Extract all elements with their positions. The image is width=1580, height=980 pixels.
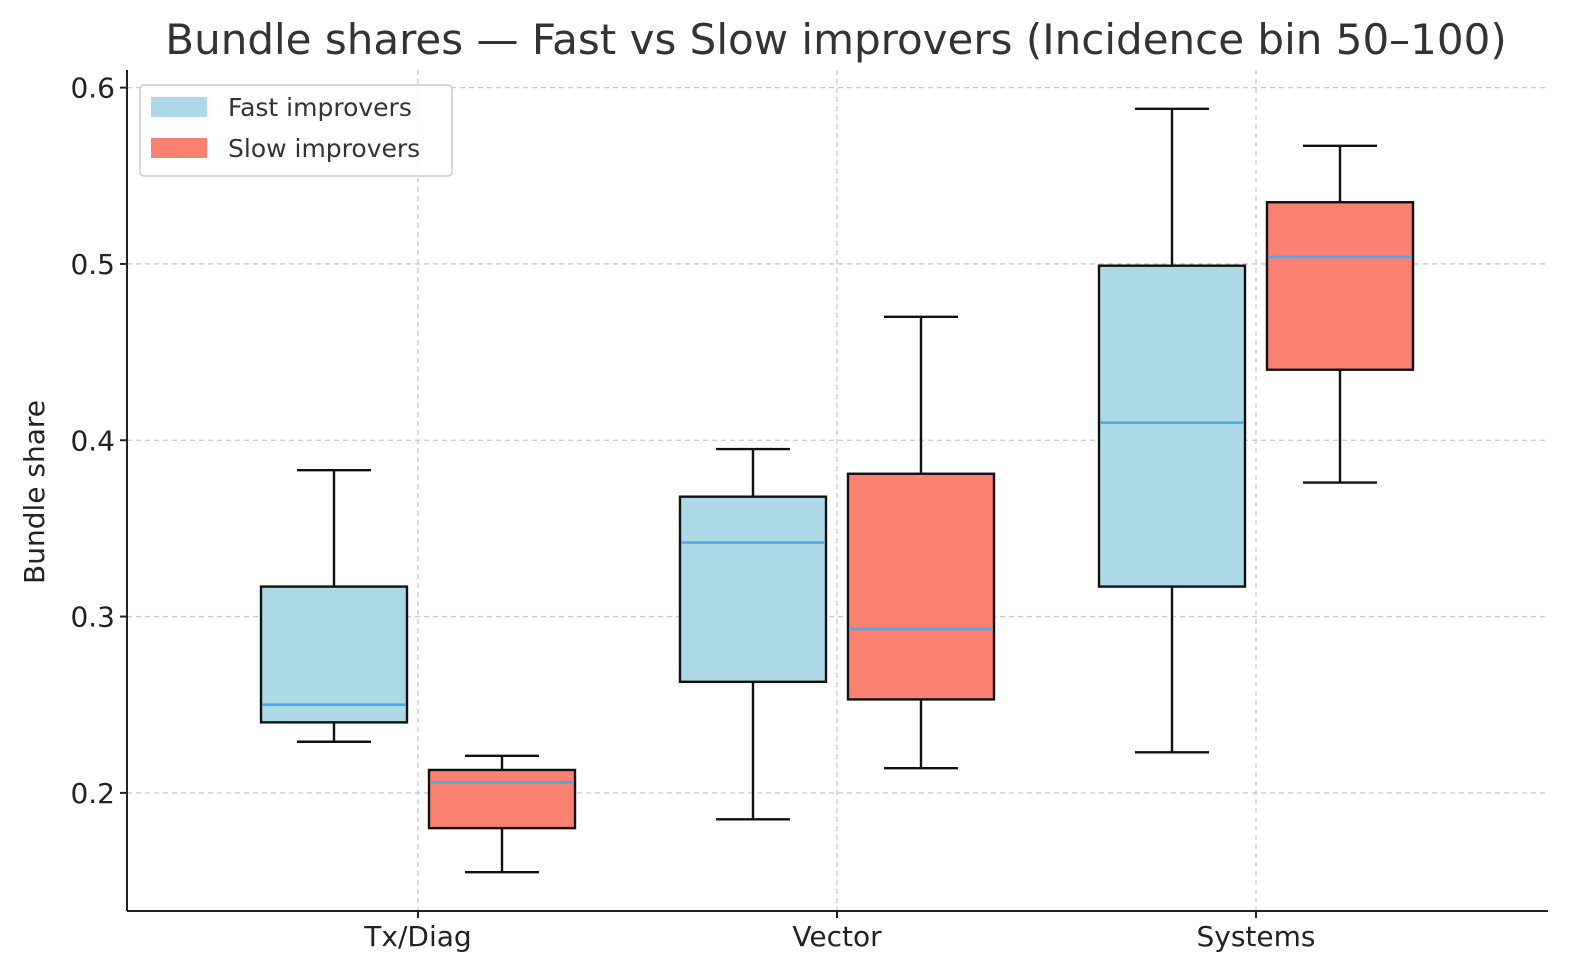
iqr-box — [259, 585, 409, 724]
iqr-box — [846, 472, 996, 701]
chart-title: Bundle shares — Fast vs Slow improvers (… — [165, 15, 1506, 64]
iqr-box — [427, 768, 577, 830]
legend-frame — [139, 84, 453, 177]
y-tick-label: 0.2 — [70, 777, 115, 810]
box-fast-improvers — [678, 447, 828, 821]
iqr-box — [1097, 264, 1247, 588]
x-tick-label: Systems — [1197, 920, 1316, 953]
y-axis-label: Bundle share — [18, 400, 51, 584]
legend-swatch — [151, 138, 207, 158]
legend-label: Fast improvers — [228, 93, 412, 122]
box-fast-improvers — [259, 469, 409, 743]
box-slow-improvers — [427, 754, 577, 874]
legend: Fast improvers Slow improvers — [139, 84, 453, 177]
box-groups — [259, 107, 1415, 874]
y-tick-label: 0.3 — [70, 601, 115, 634]
y-tick-label: 0.6 — [70, 72, 115, 105]
legend-swatch — [151, 97, 207, 117]
x-tick-label: Tx/Diag — [363, 920, 471, 953]
box-slow-improvers — [1265, 144, 1415, 484]
x-tick-label: Vector — [792, 920, 882, 953]
iqr-box — [678, 495, 828, 683]
box-fast-improvers — [1097, 107, 1247, 754]
iqr-box — [1265, 201, 1415, 371]
box-slow-improvers — [846, 315, 996, 770]
y-tick-label: 0.4 — [70, 424, 115, 457]
grid-lines — [127, 70, 1548, 911]
axes: 0.2 0.3 0.4 0.5 0.6 Tx/Diag Vector Systems — [70, 70, 1548, 953]
y-tick-label: 0.5 — [70, 248, 115, 281]
legend-label: Slow improvers — [228, 134, 420, 163]
